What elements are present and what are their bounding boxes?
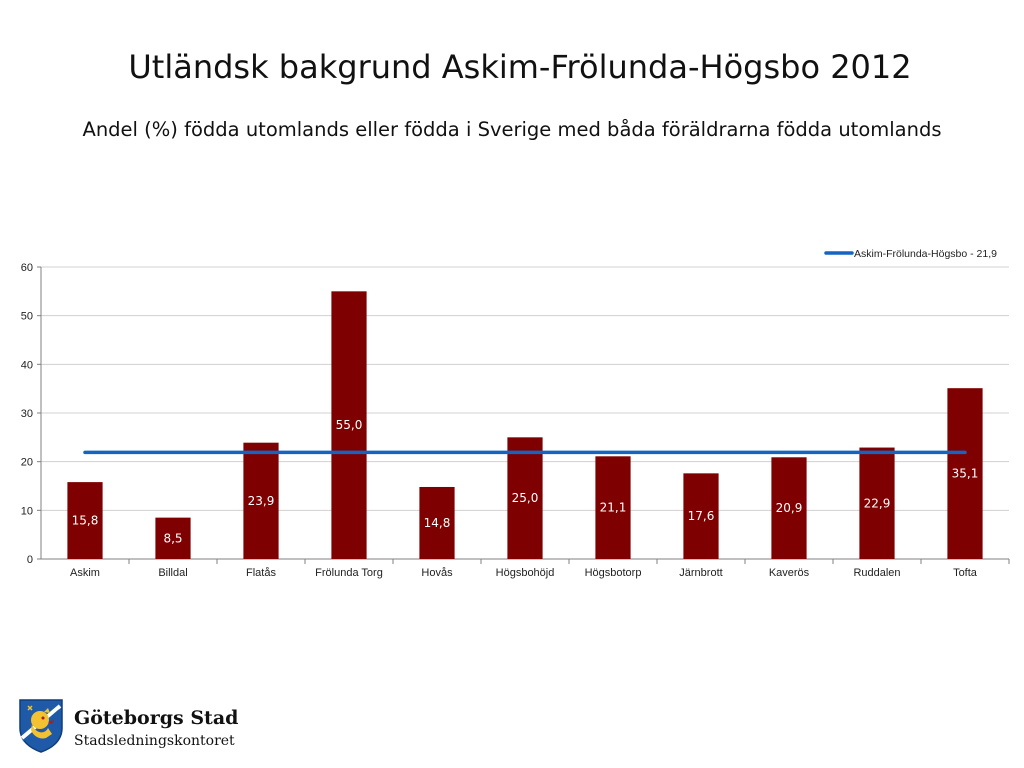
y-tick-label: 50 [21, 311, 33, 323]
x-tick-label: Askim [70, 567, 100, 579]
bar-2 [243, 442, 279, 559]
bar-4 [419, 486, 455, 559]
bar-10 [947, 388, 983, 559]
x-tick-label: Järnbrott [679, 567, 722, 579]
data-label: 15,8 [72, 514, 99, 528]
data-label: 23,9 [248, 494, 275, 508]
data-label: 8,5 [163, 531, 182, 545]
x-tick-label: Flatås [246, 567, 276, 579]
brand-name: Göteborgs Stad [74, 707, 239, 729]
data-label: 22,9 [864, 496, 891, 510]
axes: 0 10 20 30 40 50 60 Askim Billdal Flatås Frölunda … [21, 262, 1010, 579]
bar-8 [771, 457, 807, 559]
x-tick-label: Hovås [421, 567, 453, 579]
goteborg-lion-shield-icon [19, 699, 63, 753]
bar-3 [331, 291, 367, 559]
bar-0 [67, 482, 103, 559]
bars [67, 291, 983, 559]
legend-label: Askim-Frölunda-Högsbo - 21,9 [854, 248, 997, 260]
bar-6 [595, 456, 631, 559]
data-label: 25,0 [512, 491, 539, 505]
bar-1 [155, 517, 191, 559]
legend: Askim-Frölunda-Högsbo - 21,9 [824, 248, 997, 260]
bar-7 [683, 473, 719, 559]
slide-title: Utländsk bakgrund Askim-Frölunda-Högsbo … [128, 48, 912, 86]
y-tick-label: 30 [21, 408, 33, 420]
x-tick-label: Tofta [953, 567, 978, 579]
grid-lines [41, 266, 1009, 511]
slide-subtitle: Andel (%) födda utomlands eller födda i … [82, 118, 942, 141]
y-tick-label: 10 [21, 505, 33, 517]
y-tick-label: 60 [21, 262, 33, 274]
bar-5 [507, 437, 543, 559]
x-tick-label: Billdal [158, 567, 187, 579]
x-tick-label: Kaverös [769, 567, 810, 579]
data-label: 55,0 [336, 418, 363, 432]
x-tick-label: Högsbotorp [585, 567, 642, 579]
y-tick-label: 0 [27, 554, 33, 566]
data-label: 14,8 [424, 516, 451, 530]
data-label: 35,1 [952, 467, 979, 481]
x-tick-label: Ruddalen [853, 567, 900, 579]
value-labels: 15,8 8,5 23,9 55,0 14,8 25,0 21,1 17,6 20,9 22,9 3… [72, 418, 979, 545]
brand-department: Stadsledningskontoret [74, 733, 235, 749]
x-tick-label: Högsbohöjd [496, 567, 555, 579]
y-tick-label: 40 [21, 359, 33, 371]
bar-9 [859, 447, 895, 559]
x-tick-label: Frölunda Torg [315, 567, 383, 579]
y-tick-label: 20 [21, 457, 33, 469]
data-label: 20,9 [776, 501, 803, 515]
data-label: 21,1 [600, 501, 627, 515]
data-label: 17,6 [688, 509, 715, 523]
bar-chart: 0 10 20 30 40 50 60 Askim Billdal Flatås Frölunda … [21, 248, 1010, 579]
